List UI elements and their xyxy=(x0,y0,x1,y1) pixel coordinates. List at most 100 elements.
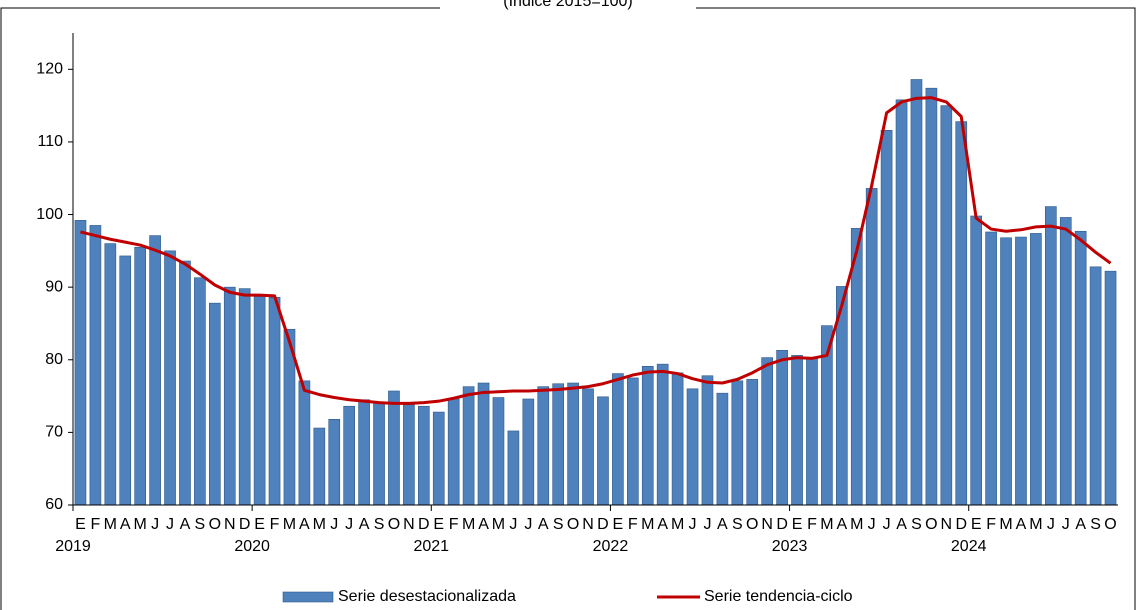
x-tick-label: E xyxy=(254,516,265,533)
x-tick-label: F xyxy=(986,516,996,533)
x-tick-label: M xyxy=(492,516,505,533)
x-tick-label: N xyxy=(761,516,773,533)
bar xyxy=(656,363,669,506)
x-tick-label: M xyxy=(820,516,833,533)
bar xyxy=(1015,236,1027,506)
chart-subtitle: (Índice 2015=100) xyxy=(503,0,632,10)
x-tick-label: J xyxy=(509,516,517,533)
y-tick-label: 80 xyxy=(45,351,63,368)
bar xyxy=(1104,270,1117,506)
x-tick-label: A xyxy=(836,516,847,533)
x-tick-label: J xyxy=(524,516,532,533)
x-tick-label: O xyxy=(746,516,758,533)
y-tick-label: 100 xyxy=(36,206,63,223)
bar xyxy=(477,382,490,506)
x-tick-label: M xyxy=(462,516,475,533)
x-tick-label: M xyxy=(104,516,117,533)
bar xyxy=(403,404,415,506)
x-tick-label: F xyxy=(91,516,101,533)
x-tick-label: N xyxy=(224,516,236,533)
x-tick-label: S xyxy=(195,516,206,533)
x-tick-label: F xyxy=(449,516,459,533)
x-tick-label: J xyxy=(166,516,174,533)
x-tick-label: E xyxy=(433,516,444,533)
bar xyxy=(626,377,639,506)
x-tick-label: E xyxy=(613,516,624,533)
x-tick-label: E xyxy=(75,516,86,533)
y-tick-label: 60 xyxy=(45,496,63,513)
y-tick-label: 110 xyxy=(37,133,63,150)
bar xyxy=(104,243,117,506)
bar xyxy=(432,411,445,506)
bar xyxy=(492,397,505,506)
bar xyxy=(895,99,908,506)
x-tick-label: E xyxy=(971,516,982,533)
bar xyxy=(417,405,430,506)
bar xyxy=(686,388,699,506)
bar xyxy=(164,250,176,506)
year-label: 2019 xyxy=(55,538,91,555)
bar xyxy=(641,366,654,506)
bar xyxy=(567,382,579,506)
x-tick-label: S xyxy=(374,516,385,533)
bar xyxy=(582,388,594,506)
bar xyxy=(761,357,774,506)
bar xyxy=(552,383,565,506)
x-tick-label: O xyxy=(388,516,400,533)
x-tick-label: F xyxy=(628,516,638,533)
x-tick-label: J xyxy=(689,516,697,533)
x-tick-label: S xyxy=(1090,516,1101,533)
title-bg xyxy=(440,0,696,10)
x-tick-label: O xyxy=(209,516,221,533)
year-label: 2020 xyxy=(234,538,270,555)
bar xyxy=(253,296,266,506)
x-tick-label: A xyxy=(478,516,489,533)
x-tick-label: F xyxy=(807,516,817,533)
trend-line xyxy=(80,96,1112,405)
x-tick-label: J xyxy=(1047,516,1055,533)
bar xyxy=(925,87,938,506)
bar xyxy=(716,392,729,506)
bar xyxy=(358,399,370,506)
bar xyxy=(970,215,983,506)
x-tick-label: A xyxy=(299,516,310,533)
x-tick-label: E xyxy=(792,516,803,533)
x-tick-label: J xyxy=(703,516,711,533)
x-tick-label: D xyxy=(955,516,967,533)
bar xyxy=(671,372,684,506)
bar xyxy=(388,390,400,506)
x-tick-label: A xyxy=(896,516,907,533)
x-tick-label: D xyxy=(597,516,609,533)
bar xyxy=(373,401,385,506)
x-tick-label: A xyxy=(1016,516,1027,533)
x-tick-label: A xyxy=(538,516,549,533)
x-tick-label: M xyxy=(313,516,326,533)
x-tick-label: M xyxy=(134,516,147,533)
x-tick-label: N xyxy=(582,516,594,533)
bar xyxy=(313,427,326,506)
x-tick-label: S xyxy=(732,516,743,533)
year-label: 2024 xyxy=(951,538,987,555)
bar xyxy=(910,79,923,506)
legend-label: Serie desestacionalizada xyxy=(338,588,516,605)
x-tick-label: M xyxy=(850,516,863,533)
bar xyxy=(208,302,221,506)
bar xyxy=(731,380,744,506)
x-tick-label: A xyxy=(359,516,370,533)
x-tick-label: M xyxy=(641,516,654,533)
bar xyxy=(328,419,341,506)
bar xyxy=(1000,237,1012,506)
x-tick-label: J xyxy=(868,516,876,533)
bar xyxy=(985,231,997,506)
bar xyxy=(298,380,311,506)
x-tick-label: O xyxy=(1104,516,1116,533)
bar xyxy=(223,286,236,506)
x-tick-label: A xyxy=(717,516,728,533)
bar xyxy=(701,375,714,506)
bar xyxy=(597,396,609,506)
bar xyxy=(746,379,759,506)
bar xyxy=(955,121,968,506)
bar xyxy=(238,288,251,506)
bar xyxy=(119,255,132,506)
